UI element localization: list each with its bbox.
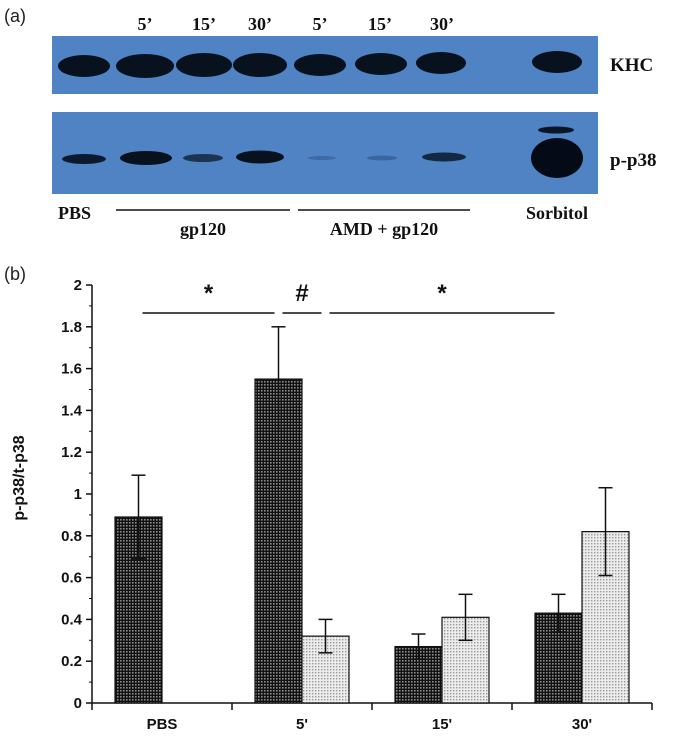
time-label-gp120-15: 15’ xyxy=(192,14,216,34)
khc-band-amd-15 xyxy=(355,53,407,75)
blot-label-khc: KHC xyxy=(610,55,653,76)
significance-marker: * xyxy=(204,280,214,307)
x-category-label: PBS xyxy=(147,716,178,733)
khc-band-pbs xyxy=(58,55,110,77)
pp38-band-gp120-15 xyxy=(183,154,223,162)
y-tick-label: 0.8 xyxy=(61,528,82,545)
y-tick-label: 1.2 xyxy=(61,444,82,461)
x-category-label: 5' xyxy=(296,716,308,733)
x-category-label: 15' xyxy=(432,716,452,733)
time-label-gp120-30: 30’ xyxy=(248,14,272,34)
significance-marker: # xyxy=(295,280,308,307)
khc-band-gp120-5 xyxy=(116,54,174,78)
y-tick-label: 1.8 xyxy=(61,319,82,336)
y-tick-label: 0.6 xyxy=(61,570,82,587)
time-label-amd-30: 30’ xyxy=(430,14,454,34)
lane-label-gp120: gp120 xyxy=(180,219,226,239)
khc-band-sorbitol xyxy=(532,51,582,73)
y-tick-label: 1 xyxy=(74,486,82,503)
bar-chart: 0 0.2 0.4 0.6 0.8 1 1.2 1.4 1.6 1.8 2 PBS 5' 15' 30' * #… xyxy=(61,277,653,733)
lane-label-sorbitol: Sorbitol xyxy=(526,203,588,223)
panel-a-label: (a) xyxy=(4,6,26,26)
y-tick-label: 0.2 xyxy=(61,653,82,670)
y-tick-label: 0 xyxy=(74,695,82,712)
pp38-band-gp120-5 xyxy=(120,151,172,165)
khc-band-gp120-15 xyxy=(176,53,232,77)
time-label-amd-5: 5’ xyxy=(313,14,328,34)
y-tick-label: 1.6 xyxy=(61,361,82,378)
khc-blot xyxy=(52,36,598,94)
pp38-blot xyxy=(52,112,598,194)
time-label-amd-15: 15’ xyxy=(368,14,392,34)
y-tick-label: 0.4 xyxy=(61,611,83,628)
khc-band-gp120-30 xyxy=(233,53,287,77)
khc-band-amd-5 xyxy=(294,54,346,76)
y-axis-title: p-p38/t-p38 xyxy=(11,435,28,520)
y-tick-label: 2 xyxy=(74,277,82,294)
pp38-band-amd-15 xyxy=(367,155,397,161)
pp38-band-pbs xyxy=(62,154,106,164)
lane-label-pbs: PBS xyxy=(58,203,91,223)
y-tick-label: 1.4 xyxy=(61,402,83,419)
pp38-band-amd-30 xyxy=(422,152,466,162)
pp38-band-gp120-30 xyxy=(236,150,284,164)
pp38-band-sorbitol-upper xyxy=(538,126,574,134)
khc-band-amd-30 xyxy=(416,52,466,74)
significance-marker: * xyxy=(437,280,447,307)
x-category-label: 30' xyxy=(572,716,592,733)
lane-label-amd-gp120: AMD + gp120 xyxy=(330,219,438,239)
time-label-gp120-5: 5’ xyxy=(138,14,153,34)
bar-series-1 xyxy=(254,378,303,704)
panel-b-label: (b) xyxy=(4,264,26,284)
pp38-band-sorbitol xyxy=(531,138,583,178)
pp38-band-amd-5 xyxy=(308,156,336,160)
blot-label-pp38: p-p38 xyxy=(610,150,656,171)
